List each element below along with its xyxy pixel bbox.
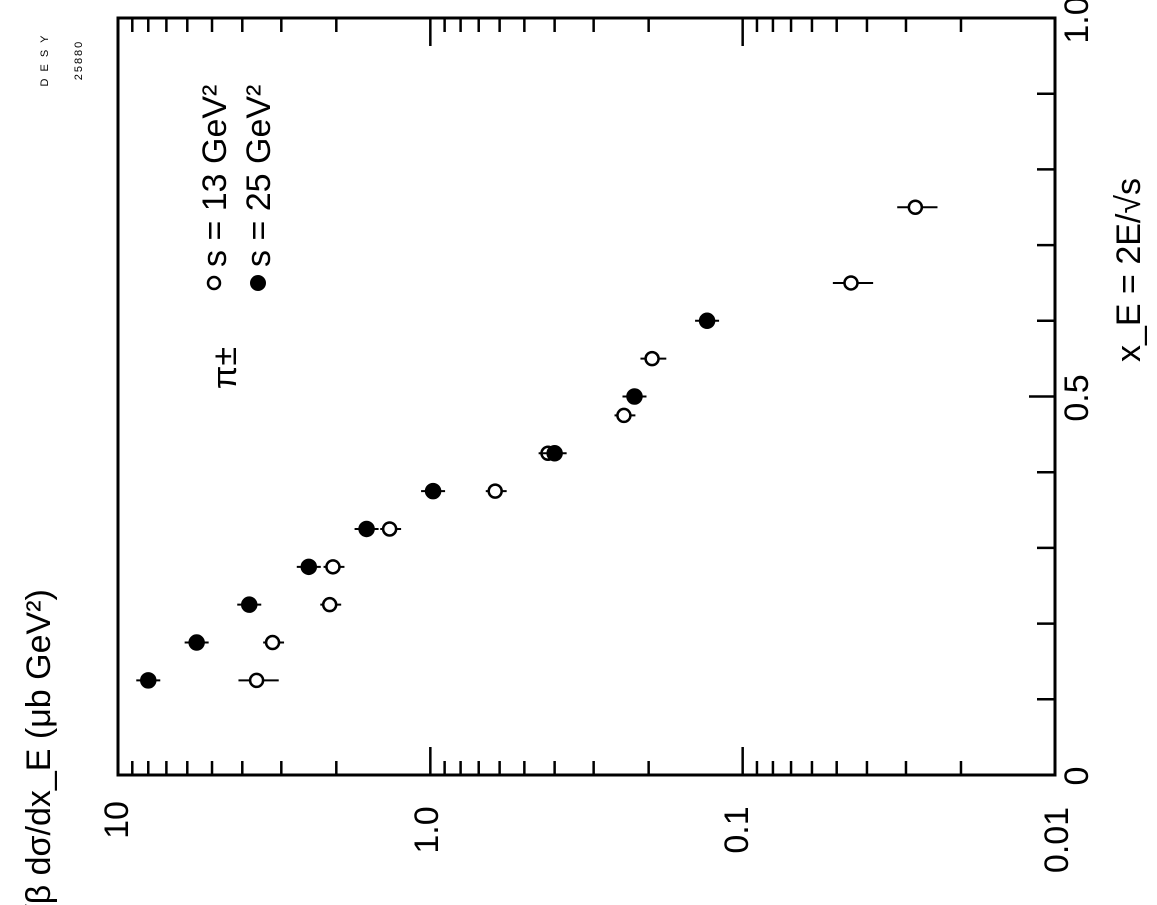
data-point-s13 [843,275,859,291]
data-point-s13 [381,521,398,537]
data-marks [136,199,938,689]
data-point-s25 [546,445,563,462]
data-point-s13 [487,483,503,499]
stamp-lab: D E S Y [39,34,51,87]
legend-marker-open [206,275,222,291]
data-point-s13 [644,350,660,367]
data-point-s13 [325,559,341,575]
data-point-s25 [140,672,157,689]
legend: π± s = 13 GeV² s = 25 GeV² [196,85,278,389]
y-axis-title-text: s/β dσ/dx_E (μb GeV²) [20,589,58,905]
x-tick-label-1.0: 1.0 [1058,0,1096,44]
data-point-s13 [907,199,924,215]
y-tick-label-0.1: 0.1 [718,806,756,853]
data-point-s25 [300,558,318,576]
data-point-s25 [358,520,375,538]
x-axis-title-text: x_E = 2E/√s [1110,178,1148,362]
x-tick-label-0: 0 [1058,767,1096,786]
particle-label: π± [206,347,244,389]
legend-marker-filled [250,275,266,291]
x-axis-ticks [1029,92,1055,701]
x-axis-title: x_E = 2E/√s [1110,178,1148,362]
data-point-s13 [248,672,265,689]
data-point-s13 [616,407,632,424]
data-point-s25 [188,634,205,651]
y-tick-label-1.0: 1.0 [408,806,446,853]
data-point-s25 [240,596,258,613]
y-axis-title: s/β dσ/dx_E (μb GeV²) [20,589,58,905]
legend-label-13: s = 13 GeV² [196,85,234,267]
data-point-s25 [626,388,643,405]
x-tick-label-0.5: 0.5 [1058,374,1096,421]
y-tick-label-0.01: 0.01 [1038,807,1076,873]
data-point-s13 [264,634,281,651]
y-axis-ticks [131,18,963,775]
legend-label-25: s = 25 GeV² [240,85,278,267]
stamp-number: 25880 [73,40,85,81]
data-point-s25 [424,482,442,500]
data-point-s25 [698,312,716,330]
y-tick-label-10: 10 [98,801,136,839]
data-point-s13 [321,596,338,613]
